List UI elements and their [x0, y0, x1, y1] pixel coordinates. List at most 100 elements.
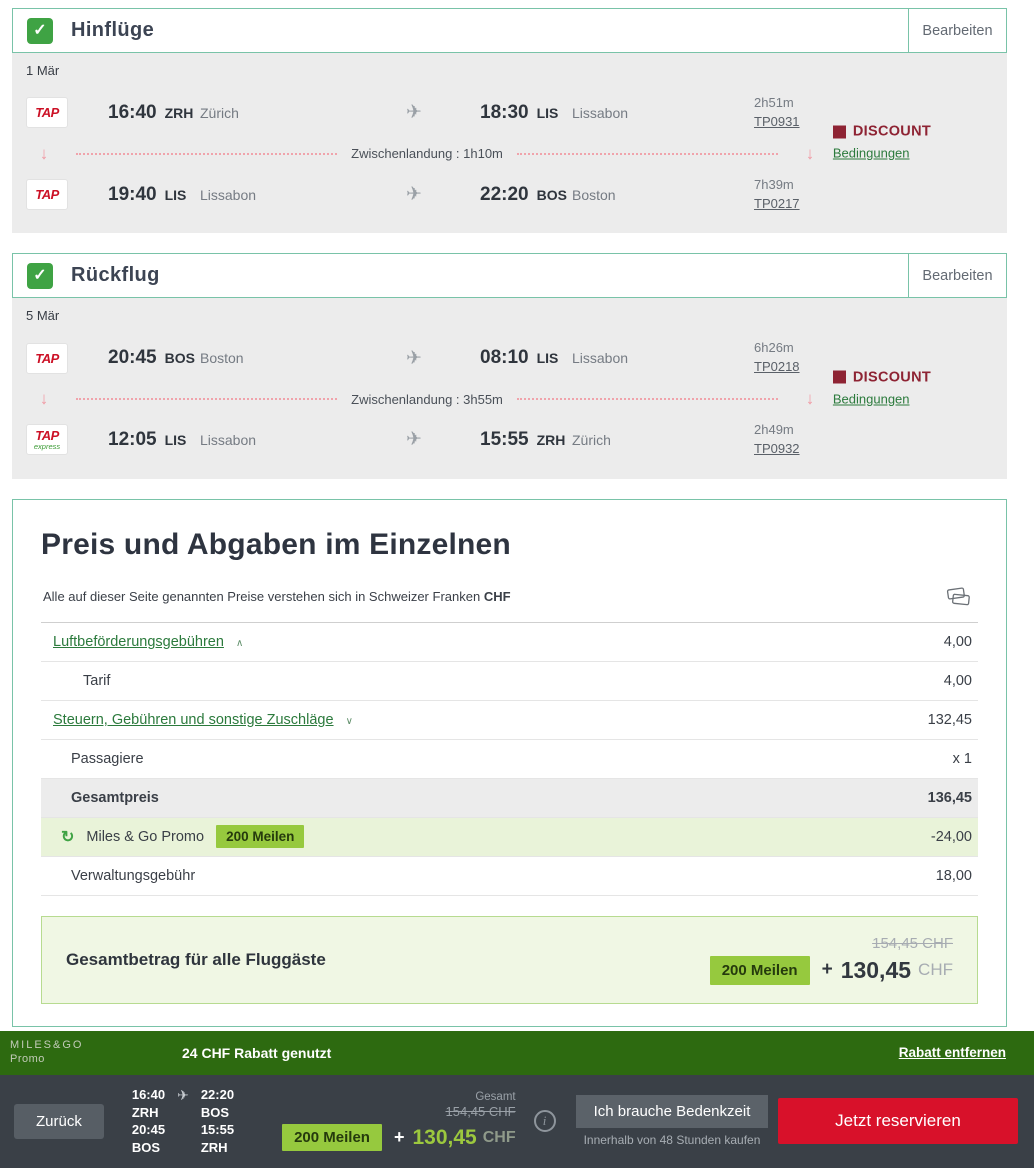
main-content: ✓ Hinflüge Bearbeiten 1 Mär TAP 16:40 ZRH… — [12, 8, 1007, 1027]
hold-booking-button[interactable]: Ich brauche Bedenkzeit — [575, 1095, 769, 1129]
passengers-value: x 1 — [952, 750, 972, 767]
promo-label: Miles & Go Promo — [86, 828, 205, 845]
layover-text: Zwischenlandung : 3h55m — [351, 391, 503, 407]
grand-total-label: Gesamtbetrag für alle Fluggäste — [66, 949, 326, 969]
grand-currency: CHF — [918, 960, 953, 980]
outbound-section: ✓ Hinflüge Bearbeiten 1 Mär TAP 16:40 ZRH… — [12, 8, 1007, 234]
plane-icon: ✈ — [177, 1087, 189, 1104]
price-row-tarif: Tarif 4,00 — [41, 662, 978, 701]
inbound-checkbox[interactable]: ✓ — [27, 262, 53, 289]
info-icon[interactable]: i — [533, 1110, 556, 1133]
taxes-link[interactable]: Steuern, Gebühren und sonstige Zuschläge — [53, 711, 334, 728]
inbound-title: Rückflug — [71, 264, 160, 287]
route-arr2-time: 15:55 — [200, 1122, 235, 1138]
arrival-city: Boston — [572, 186, 616, 203]
price-row-total: Gesamtpreis 136,45 — [41, 778, 978, 818]
check-icon: ✓ — [33, 21, 47, 39]
route-dep2-code: BOS — [131, 1139, 161, 1155]
price-title: Preis und Abgaben im Einzelnen — [41, 527, 511, 561]
outbound-title: Hinflüge — [71, 19, 155, 41]
flight-number-link[interactable]: TP0217 — [754, 195, 800, 211]
footer-currency: CHF — [482, 1128, 516, 1146]
arrival-time-code: 15:55 ZRH — [480, 428, 566, 450]
footer-total-label: Gesamt — [475, 1091, 516, 1104]
chevron-up-icon: ∧ — [235, 637, 244, 649]
conditions-link[interactable]: Bedingungen — [832, 391, 910, 407]
discount-label: DISCOUNT — [852, 123, 931, 140]
airline-logo: TAP — [26, 97, 68, 129]
arrival-city: Lissabon — [572, 104, 629, 121]
conditions-link[interactable]: Bedingungen — [832, 145, 910, 161]
arrival-time-code: 08:10 LIS — [480, 347, 559, 369]
plus-sign: + — [821, 959, 833, 981]
arrow-down-icon: ↓ — [39, 389, 49, 409]
arrow-down-icon: ↓ — [39, 143, 49, 163]
total-value: 136,45 — [927, 789, 972, 806]
total-label: Gesamtpreis — [71, 789, 159, 806]
promo-message: 24 CHF Rabatt genutzt — [182, 1044, 332, 1061]
currency-note: Alle auf dieser Seite genannten Preise v… — [43, 589, 481, 605]
inbound-edit-button[interactable]: Bearbeiten — [908, 254, 1006, 298]
discount-marker-icon — [832, 370, 846, 384]
flight-duration: 7h39m — [754, 176, 794, 192]
remove-discount-link[interactable]: Rabatt entfernen — [898, 1045, 1006, 1061]
outbound-edit-button[interactable]: Bearbeiten — [908, 9, 1006, 52]
flight-number-link[interactable]: TP0931 — [754, 113, 800, 129]
inbound-header-left: ✓ Rückflug — [13, 254, 908, 297]
plus-sign: + — [393, 1127, 405, 1148]
miles-badge: 200 Meilen — [282, 1124, 382, 1152]
miles-go-promo-bar: MILES&GO Promo 24 CHF Rabatt genutzt Rab… — [0, 1030, 1034, 1075]
grand-total-box: Gesamtbetrag für alle Fluggäste 154,45 C… — [41, 915, 978, 1004]
departure-time-code: 16:40 ZRH — [108, 101, 194, 123]
departure-city: Lissabon — [200, 431, 257, 448]
arrival-city: Zürich — [572, 431, 611, 448]
route-dep1-code: ZRH — [131, 1104, 159, 1120]
route-summary: 16:40 ZRH 20:45 BOS ✈ 22:20 BOS 15:55 ZR… — [132, 1086, 234, 1156]
route-arr1-time: 22:20 — [200, 1087, 235, 1103]
discount-label: DISCOUNT — [852, 369, 931, 386]
layover-text: Zwischenlandung : 1h10m — [351, 146, 503, 162]
inbound-body: 5 Mär TAP 20:45 BOS Boston ✈ 08:10 LIS Lis… — [12, 298, 1007, 479]
back-button[interactable]: Zurück — [14, 1103, 104, 1139]
admin-fee-value: 18,00 — [935, 867, 972, 884]
plane-icon: ✈ — [406, 429, 422, 451]
footer-price-cluster: Gesamt 154,45 CHF 200 Meilen + 130,45 CH… — [282, 1091, 516, 1152]
discount-marker-icon — [832, 125, 846, 139]
reserve-now-button[interactable]: Jetzt reservieren — [778, 1098, 1018, 1145]
departure-time-code: 20:45 BOS — [108, 347, 195, 369]
inbound-segment-2: TAP express 12:05 LIS Lissabon ✈ 15:55 ZRH… — [12, 413, 1007, 467]
flight-number-link[interactable]: TP0932 — [754, 440, 800, 456]
price-section: Preis und Abgaben im Einzelnen Alle auf … — [12, 498, 1007, 1027]
departure-city: Boston — [200, 350, 244, 367]
inbound-section: ✓ Rückflug Bearbeiten 5 Mär TAP 20:45 BOS… — [12, 253, 1007, 479]
inbound-discount: DISCOUNT Bedingungen — [832, 369, 931, 408]
outbound-checkbox[interactable]: ✓ — [27, 17, 53, 44]
arrival-time-code: 18:30 LIS — [480, 101, 559, 123]
outbound-header-left: ✓ Hinflüge — [13, 9, 908, 52]
arrival-city: Lissabon — [572, 350, 629, 367]
booking-footer-bar: Zurück 16:40 ZRH 20:45 BOS ✈ 22:20 BOS 1… — [0, 1074, 1034, 1168]
arrival-time-code: 22:20 BOS — [480, 183, 567, 205]
airline-logo: TAP — [26, 179, 68, 211]
price-row-air-fees: Luftbeförderungsgebühren ∧ 4,00 — [41, 623, 978, 662]
air-fees-value: 4,00 — [943, 633, 972, 650]
departure-city: Lissabon — [200, 186, 257, 203]
air-fees-link[interactable]: Luftbeförderungsgebühren — [53, 633, 224, 650]
flight-number-link[interactable]: TP0218 — [754, 359, 800, 375]
miles-go-logo: MILES&GO Promo — [10, 1039, 84, 1065]
arrow-down-icon: ↓ — [805, 143, 815, 163]
inbound-date: 5 Mär — [26, 308, 60, 324]
currency-note-row: Alle auf dieser Seite genannten Preise v… — [41, 582, 978, 623]
outbound-date: 1 Mär — [26, 63, 60, 78]
route-dep1-time: 16:40 — [131, 1087, 166, 1103]
route-arr1-code: BOS — [200, 1104, 229, 1120]
outbound-discount: DISCOUNT Bedingungen — [832, 123, 931, 163]
price-row-passengers: Passagiere x 1 — [41, 740, 978, 779]
miles-promo-icon: ↻ — [61, 828, 75, 846]
departure-city: Zürich — [200, 104, 239, 121]
grand-old-price: 154,45 CHF — [872, 934, 953, 952]
plane-icon: ✈ — [406, 102, 422, 124]
footer-amount: 130,45 — [412, 1125, 477, 1149]
passengers-label: Passagiere — [71, 750, 144, 767]
check-icon: ✓ — [33, 266, 47, 284]
